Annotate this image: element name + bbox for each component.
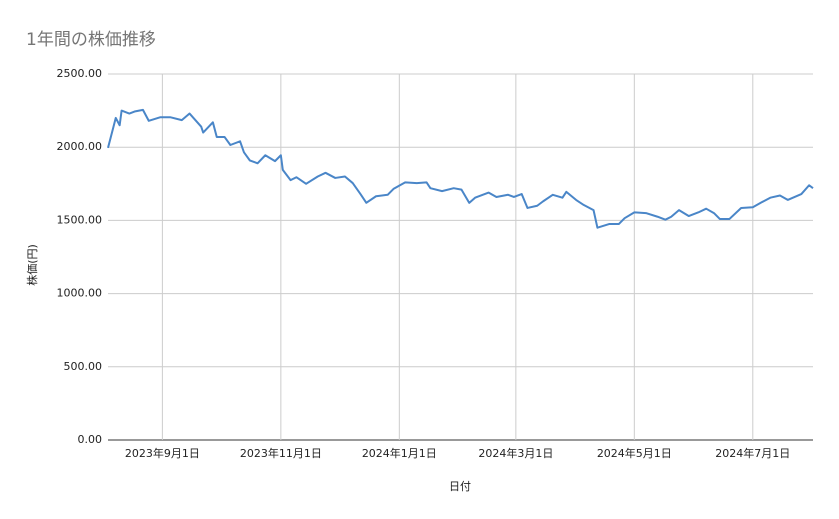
y-tick-label: 1000.00	[57, 287, 103, 300]
chart-title: 1年間の株価推移	[26, 30, 156, 50]
x-axis-title: 日付	[449, 480, 471, 493]
x-tick-label: 2023年9月1日	[125, 446, 200, 460]
y-axis-title: 株価(円)	[25, 244, 39, 286]
y-tick-label: 2500.00	[57, 67, 103, 80]
y-tick-label: 1500.00	[57, 213, 103, 226]
y-tick-label: 2000.00	[57, 140, 103, 153]
x-tick-label: 2024年3月1日	[478, 446, 553, 460]
x-tick-label: 2024年7月1日	[715, 446, 790, 460]
y-tick-label: 500.00	[64, 360, 103, 373]
y-tick-label: 0.00	[78, 433, 103, 446]
x-tick-label: 2024年5月1日	[597, 446, 672, 460]
data-line	[107, 108, 814, 229]
x-tick-label: 2024年1月1日	[362, 446, 437, 460]
x-tick-label: 2023年11月1日	[240, 446, 322, 460]
